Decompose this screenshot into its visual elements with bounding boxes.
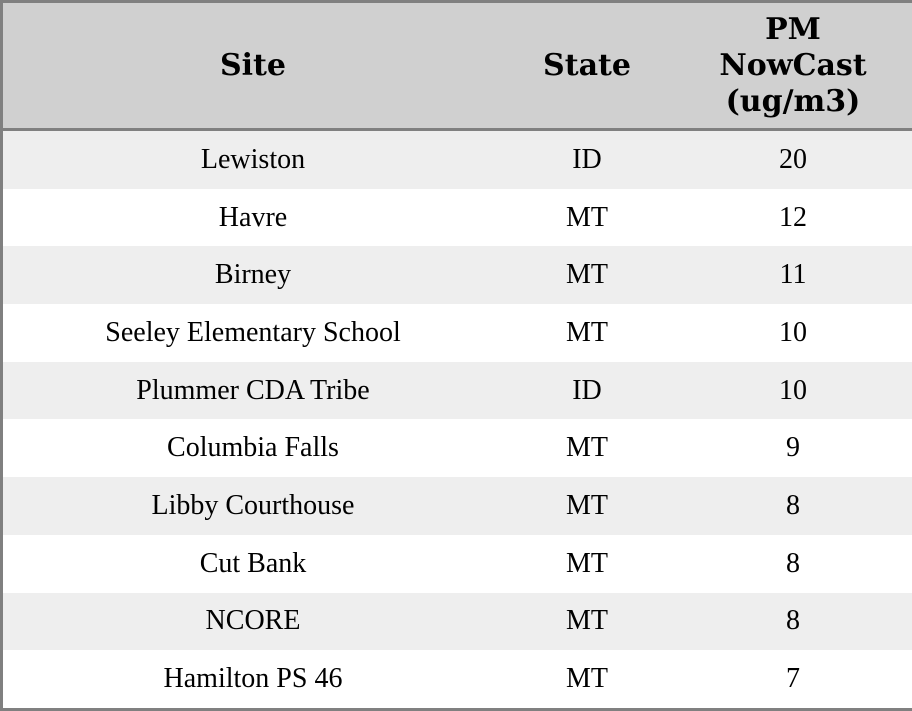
pm-nowcast-cell: 8 — [671, 534, 912, 593]
site-cell: Cut Bank — [3, 534, 503, 593]
state-cell: ID — [503, 361, 671, 420]
header-pm-line-2: NowCast — [719, 47, 867, 83]
header-pm-nowcast: PM NowCast (ug/m3) — [671, 3, 912, 131]
table-row: Lewiston ID 20 — [3, 131, 912, 189]
site-cell: Libby Courthouse — [3, 477, 503, 535]
table-row: Plummer CDA Tribe ID 10 — [3, 361, 912, 420]
site-cell: Hamilton PS 46 — [3, 650, 503, 708]
site-cell: Birney — [3, 246, 503, 305]
state-cell: MT — [503, 188, 671, 247]
state-cell: MT — [503, 419, 671, 478]
table-row: Havre MT 12 — [3, 188, 912, 247]
pm-nowcast-cell: 12 — [671, 188, 912, 247]
pm-nowcast-cell: 10 — [671, 361, 912, 420]
site-cell: Plummer CDA Tribe — [3, 361, 503, 420]
pm-nowcast-cell: 7 — [671, 650, 912, 708]
state-cell: MT — [503, 304, 671, 362]
table-row: Cut Bank MT 8 — [3, 534, 912, 593]
table-body: Lewiston ID 20 Havre MT 12 Birney MT 11 … — [3, 131, 912, 708]
site-cell: Columbia Falls — [3, 419, 503, 478]
table-row: Hamilton PS 46 MT 7 — [3, 650, 912, 708]
pm-nowcast-cell: 8 — [671, 592, 912, 651]
site-cell: NCORE — [3, 592, 503, 651]
header-pm-line-1: PM — [765, 11, 821, 47]
state-cell: MT — [503, 650, 671, 708]
pm-nowcast-cell: 8 — [671, 477, 912, 535]
table-row: Libby Courthouse MT 8 — [3, 477, 912, 535]
table-header: Site State PM NowCast (ug/m3) — [3, 3, 912, 131]
state-cell: MT — [503, 477, 671, 535]
pm-nowcast-cell: 9 — [671, 419, 912, 478]
table-row: NCORE MT 8 — [3, 592, 912, 651]
state-cell: MT — [503, 246, 671, 305]
state-cell: MT — [503, 534, 671, 593]
pm-nowcast-cell: 20 — [671, 131, 912, 189]
pm-nowcast-cell: 10 — [671, 304, 912, 362]
table-row: Birney MT 11 — [3, 246, 912, 305]
header-pm-line-3: (ug/m3) — [725, 83, 861, 119]
table-row: Seeley Elementary School MT 10 — [3, 304, 912, 362]
site-cell: Lewiston — [3, 131, 503, 189]
pm-nowcast-cell: 11 — [671, 246, 912, 305]
header-row: Site State PM NowCast (ug/m3) — [3, 3, 912, 131]
state-cell: MT — [503, 592, 671, 651]
header-state: State — [503, 3, 671, 131]
site-cell: Seeley Elementary School — [3, 304, 503, 362]
header-site: Site — [3, 3, 503, 131]
site-cell: Havre — [3, 188, 503, 247]
table-row: Columbia Falls MT 9 — [3, 419, 912, 478]
state-cell: ID — [503, 131, 671, 189]
